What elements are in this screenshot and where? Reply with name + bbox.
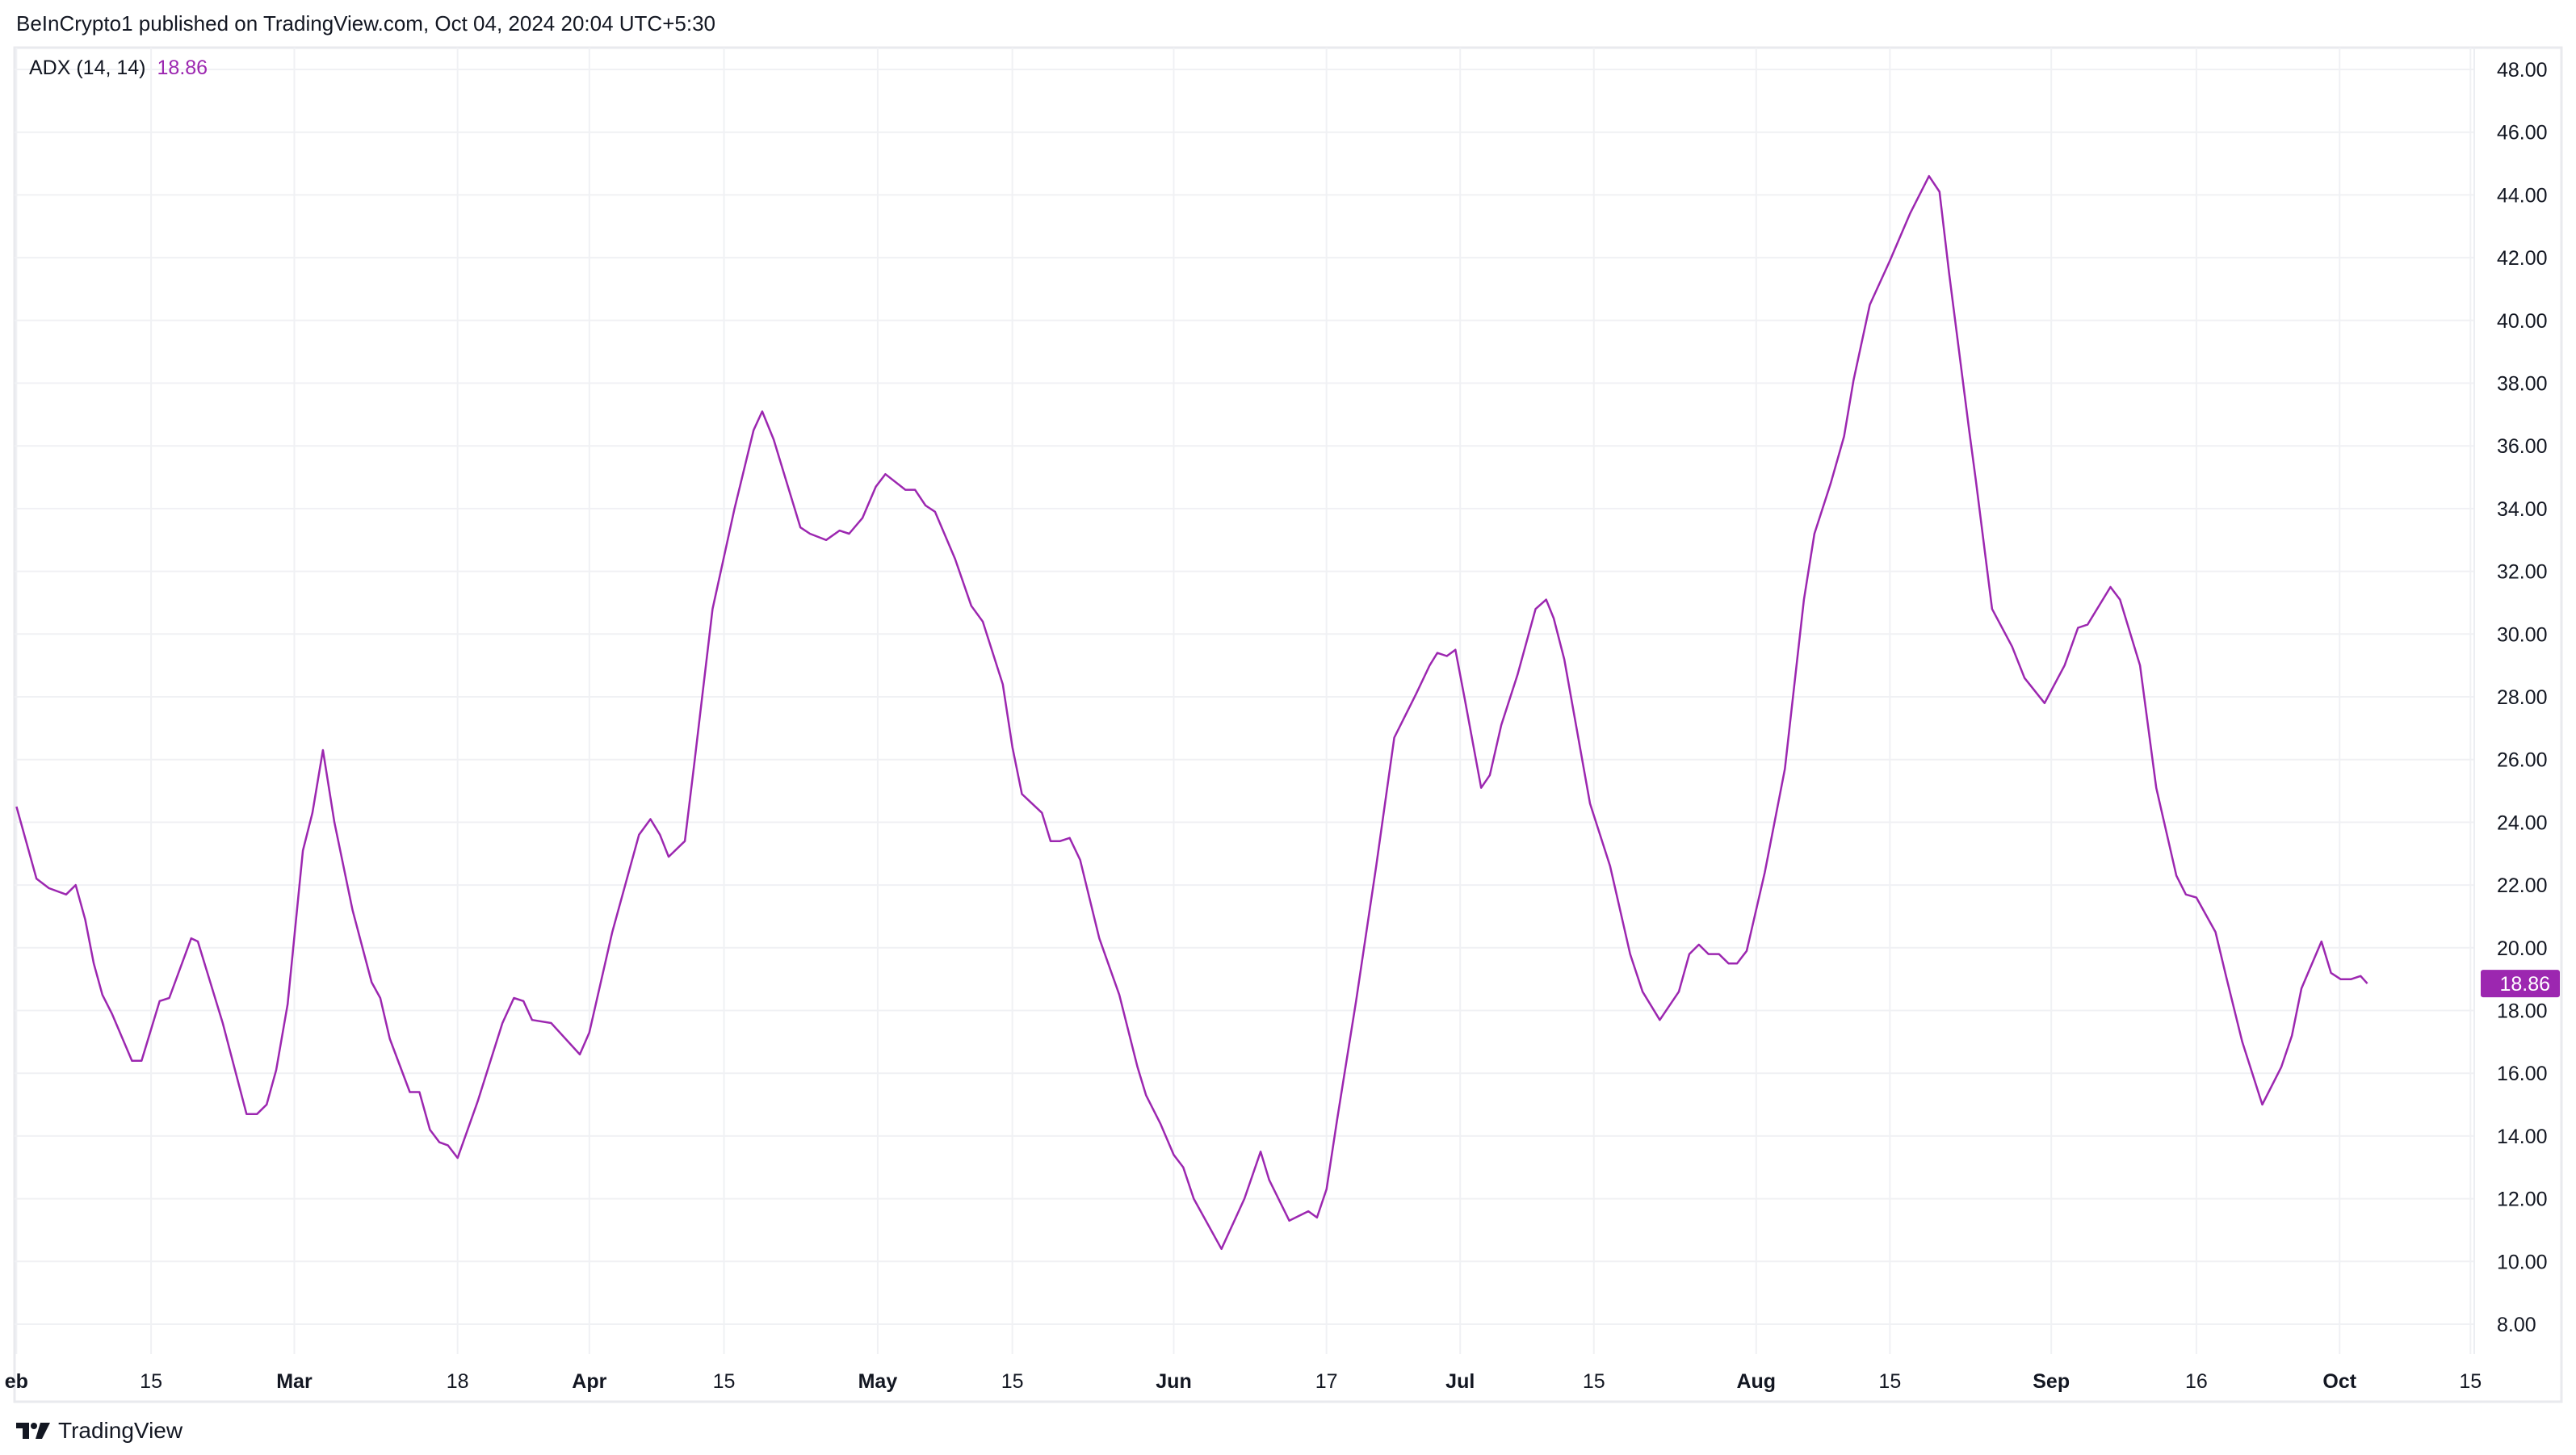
x-tick-label: Jul <box>1445 1370 1475 1393</box>
y-tick-label: 14.00 <box>2497 1126 2548 1148</box>
x-tick-label: May <box>858 1370 898 1393</box>
y-tick-label: 10.00 <box>2497 1251 2548 1273</box>
x-tick-label: Aug <box>1736 1370 1776 1393</box>
y-tick-label: 30.00 <box>2497 623 2548 646</box>
y-tick-label: 38.00 <box>2497 373 2548 396</box>
adx-line <box>15 174 2368 1251</box>
x-tick-label: 15 <box>1583 1370 1605 1393</box>
x-tick-label: eb <box>5 1370 28 1393</box>
indicator-legend[interactable]: ADX (14, 14) 18.86 <box>29 57 208 80</box>
y-tick-label: 46.00 <box>2497 122 2548 145</box>
x-tick-label: 16 <box>2185 1370 2208 1393</box>
chart-frame <box>13 46 2563 1403</box>
indicator-name: ADX (14, 14) <box>29 57 146 79</box>
publish-info: BeInCrypto1 published on TradingView.com… <box>16 11 715 36</box>
x-tick-label: 15 <box>140 1370 162 1393</box>
x-tick-label: 15 <box>1001 1370 1024 1393</box>
x-tick-label: Apr <box>572 1370 606 1393</box>
indicator-value: 18.86 <box>157 57 208 79</box>
x-tick-label: 15 <box>1878 1370 1901 1393</box>
y-tick-label: 22.00 <box>2497 874 2548 897</box>
y-tick-label: 12.00 <box>2497 1189 2548 1211</box>
tradingview-logo[interactable]: TradingView <box>16 1418 183 1444</box>
tradingview-logo-icon <box>16 1423 50 1439</box>
y-tick-label: 34.00 <box>2497 498 2548 521</box>
last-value-badge: 18.86 <box>2481 970 2560 998</box>
y-tick-label: 44.00 <box>2497 184 2548 207</box>
y-tick-label: 26.00 <box>2497 749 2548 772</box>
x-tick-label: Mar <box>276 1370 313 1393</box>
y-tick-label: 24.00 <box>2497 811 2548 834</box>
x-axis: eb 15 Mar 18 Apr 15 May 15 Jun 17 Jul 15 Aug 15 Sep 16 O… <box>5 1370 2482 1393</box>
y-tick-label: 40.00 <box>2497 310 2548 333</box>
x-tick-label: Oct <box>2322 1370 2356 1393</box>
y-tick-label: 16.00 <box>2497 1063 2548 1085</box>
x-tick-label: 18 <box>447 1370 469 1393</box>
y-tick-label: 18.00 <box>2497 1000 2548 1023</box>
x-tick-label: Sep <box>2033 1370 2070 1393</box>
x-tick-label: 15 <box>2459 1370 2482 1393</box>
y-tick-label: 32.00 <box>2497 561 2548 584</box>
y-axis: 48.00 46.00 44.00 42.00 40.00 38.00 36.00 34.00… <box>2497 59 2548 1336</box>
last-value-label: 18.86 <box>2499 973 2550 996</box>
x-tick-label: 17 <box>1315 1370 1338 1393</box>
x-tick-label: 15 <box>713 1370 736 1393</box>
y-tick-label: 36.00 <box>2497 435 2548 458</box>
logo-text: TradingView <box>58 1418 183 1443</box>
y-tick-label: 28.00 <box>2497 686 2548 709</box>
y-tick-label: 20.00 <box>2497 937 2548 960</box>
x-tick-label: Jun <box>1156 1370 1191 1393</box>
y-tick-label: 42.00 <box>2497 247 2548 270</box>
y-tick-label: 8.00 <box>2497 1314 2536 1336</box>
y-tick-label: 48.00 <box>2497 59 2548 82</box>
grid <box>15 48 2474 1354</box>
